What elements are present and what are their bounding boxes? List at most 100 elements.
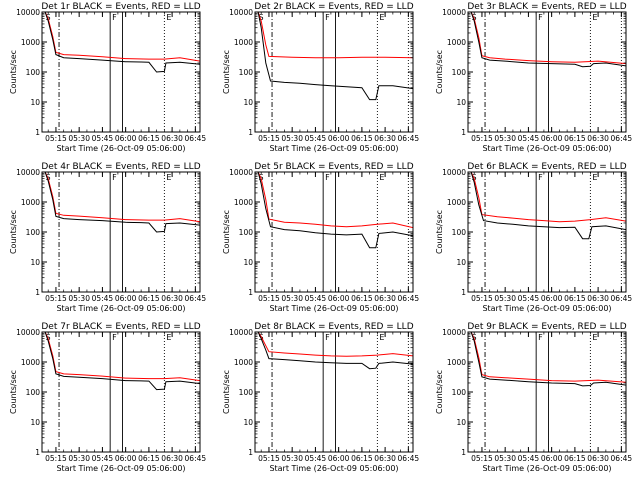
y-tick-label: 1 [461, 288, 466, 297]
y-axis-label: Counts/sec [222, 370, 231, 414]
x-tick-label: 06:00 [328, 454, 350, 463]
y-tick-label: 10 [30, 98, 40, 107]
x-tick-label: 06:45 [398, 454, 420, 463]
x-tick-label: 06:45 [185, 294, 207, 303]
x-tick-label: 06:15 [351, 454, 373, 463]
x-axis-label: Start Time (26-Oct-09 05:06:00) [482, 144, 611, 153]
y-tick-label: 100 [26, 228, 41, 237]
x-tick-label: 05:45 [92, 454, 114, 463]
marker-label-F: F [325, 173, 330, 182]
x-tick-label: 06:30 [161, 294, 183, 303]
y-tick-label: 10000 [229, 168, 253, 177]
y-tick-label: 10 [30, 418, 40, 427]
chart-title: Det 4r BLACK = Events, RED = LLD [41, 162, 200, 172]
x-tick-label: 06:00 [328, 294, 350, 303]
y-axis-label: Counts/sec [435, 370, 444, 414]
x-tick-label: 06:45 [611, 134, 633, 143]
y-tick-label: 10000 [16, 8, 40, 17]
x-tick-label: 05:45 [305, 454, 327, 463]
y-tick-label: 1000 [234, 38, 253, 47]
x-tick-label: 06:45 [611, 454, 633, 463]
x-tick-label: 06:45 [611, 294, 633, 303]
marker-label-E: E [379, 173, 384, 182]
x-tick-label: 06:30 [587, 134, 609, 143]
y-axis-label: Counts/sec [9, 50, 18, 94]
x-tick-label: 05:15 [45, 454, 67, 463]
lld-series-line [470, 172, 626, 223]
series-group [257, 332, 413, 370]
y-tick-label: 1000 [234, 358, 253, 367]
y-tick-label: 1 [35, 128, 40, 137]
x-tick-label: 05:45 [518, 454, 540, 463]
y-tick-label: 1000 [234, 198, 253, 207]
y-tick-label: 10 [243, 258, 253, 267]
chart-title: Det 3r BLACK = Events, RED = LLD [467, 2, 626, 12]
y-tick-label: 1000 [21, 38, 40, 47]
lld-series-line [470, 332, 626, 383]
plot-frame [254, 331, 414, 453]
marker-label-E: E [166, 13, 171, 22]
plot-frame [41, 331, 201, 453]
x-tick-label: 05:15 [45, 294, 67, 303]
x-tick-label: 06:00 [115, 134, 137, 143]
y-tick-label: 100 [452, 228, 467, 237]
marker-label-F: F [538, 13, 543, 22]
y-tick-label: 1000 [21, 198, 40, 207]
events-series-line [44, 172, 200, 233]
lld-series-line [44, 12, 200, 62]
y-tick-label: 10 [243, 98, 253, 107]
x-tick-label: 05:15 [258, 454, 280, 463]
x-tick-label: 06:30 [161, 134, 183, 143]
plot-frame [41, 11, 201, 133]
x-tick-label: 06:15 [351, 134, 373, 143]
x-tick-label: 06:45 [398, 134, 420, 143]
x-tick-label: 05:15 [471, 294, 493, 303]
chart-title: Det 1r BLACK = Events, RED = LLD [41, 2, 200, 12]
y-axis-label: Counts/sec [222, 210, 231, 254]
x-tick-label: 05:15 [258, 294, 280, 303]
x-tick-label: 05:15 [471, 454, 493, 463]
y-tick-label: 1000 [447, 358, 466, 367]
marker-label-S: S [259, 13, 264, 22]
chart-title: Det 5r BLACK = Events, RED = LLD [254, 162, 413, 172]
events-series-line [257, 332, 413, 370]
marker-label-F: F [538, 173, 543, 182]
x-tick-label: 06:00 [328, 134, 350, 143]
chart-title: Det 9r BLACK = Events, RED = LLD [467, 322, 626, 332]
y-tick-label: 100 [239, 228, 254, 237]
x-axis-label: Start Time (26-Oct-09 05:06:00) [269, 144, 398, 153]
marker-label-F: F [112, 333, 117, 342]
chart-title: Det 7r BLACK = Events, RED = LLD [41, 322, 200, 332]
chart-title: Det 2r BLACK = Events, RED = LLD [254, 2, 413, 12]
x-tick-label: 05:30 [494, 134, 516, 143]
x-tick-label: 06:15 [564, 454, 586, 463]
x-tick-label: 05:30 [281, 294, 303, 303]
y-tick-label: 1 [248, 448, 253, 457]
x-tick-label: 06:45 [185, 454, 207, 463]
y-tick-label: 10 [30, 258, 40, 267]
y-tick-label: 1000 [21, 358, 40, 367]
x-tick-label: 05:30 [494, 454, 516, 463]
x-tick-label: 06:15 [138, 134, 160, 143]
y-tick-label: 10000 [16, 328, 40, 337]
y-tick-label: 10000 [442, 168, 466, 177]
y-tick-label: 1 [248, 288, 253, 297]
x-tick-label: 05:45 [305, 294, 327, 303]
x-axis-label: Start Time (26-Oct-09 05:06:00) [56, 304, 185, 313]
events-series-line [470, 12, 626, 68]
x-tick-label: 05:45 [518, 294, 540, 303]
y-tick-label: 1 [35, 448, 40, 457]
x-tick-label: 05:45 [518, 134, 540, 143]
lld-series-line [44, 332, 200, 382]
marker-label-E: E [592, 333, 597, 342]
y-tick-label: 10000 [442, 328, 466, 337]
x-tick-label: 05:15 [45, 134, 67, 143]
marker-label-E: E [592, 173, 597, 182]
events-series-line [257, 172, 413, 249]
marker-label-E: E [166, 173, 171, 182]
chart-title: Det 8r BLACK = Events, RED = LLD [254, 322, 413, 332]
